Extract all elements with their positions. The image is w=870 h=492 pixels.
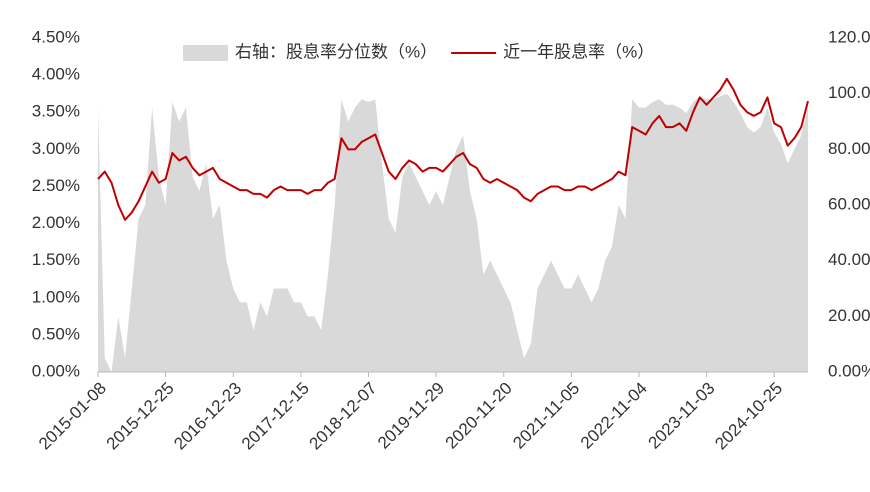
x-tick-label: 2015-12-25 (103, 379, 178, 454)
x-tick-label: 2022-11-04 (577, 379, 651, 453)
legend-label: 右轴：股息率分位数（%） (235, 42, 437, 61)
y-tick-label: 4.00% (32, 65, 80, 84)
x-tick-label: 2017-12-15 (238, 379, 313, 454)
y-tick-label: 1.00% (32, 287, 80, 306)
x-tick-label: 2024-10-25 (711, 379, 786, 454)
line (97, 77, 809, 221)
y2-tick-label: 80.00% (828, 139, 870, 158)
legend-swatch (183, 45, 228, 61)
y-tick-label: 0.50% (32, 324, 80, 343)
y-tick-label: 0.00% (32, 361, 80, 380)
x-tick-label: 2021-11-05 (509, 379, 583, 453)
y2-tick-label: 60.00% (828, 194, 870, 213)
x-tick-label: 2016-12-23 (170, 379, 245, 454)
y-tick-label: 1.50% (32, 250, 80, 269)
y-tick-label: 2.50% (32, 176, 80, 195)
x-tick-label: 2019-11-29 (374, 379, 448, 453)
y-tick-label: 3.50% (32, 102, 80, 121)
x-tick-label: 2020-11-20 (442, 379, 516, 453)
x-tick-label: 2023-11-03 (645, 379, 719, 453)
y-tick-label: 4.50% (32, 27, 80, 46)
y-tick-label: 3.00% (32, 139, 80, 158)
y2-tick-label: 100.00% (828, 83, 870, 102)
y2-tick-label: 20.00% (828, 306, 870, 325)
x-tick-label: 2015-01-08 (35, 379, 110, 454)
y2-tick-label: 40.00% (828, 250, 870, 269)
legend-label: 近一年股息率（%） (503, 42, 654, 61)
area (98, 93, 808, 373)
x-tick-label: 2018-12-07 (306, 379, 381, 454)
y2-tick-label: 120.00% (828, 27, 870, 46)
y2-tick-label: 0.00% (828, 361, 870, 380)
y-tick-label: 2.00% (32, 213, 80, 232)
